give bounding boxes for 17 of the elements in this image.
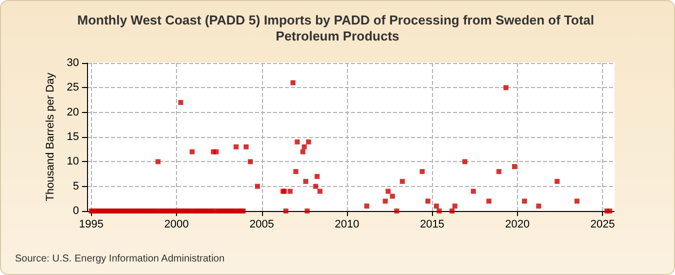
y-tick-label: 0 [72,205,79,217]
y-tick-label: 20 [66,106,79,118]
y-tick-label: 10 [66,156,79,168]
x-tick-label: 2010 [334,218,360,230]
y-tick-label: 15 [66,131,79,143]
chart-title: Monthly West Coast (PADD 5) Imports by PADD of Processing from Sweden of Total Petroleum Products [77,12,598,44]
source-note: Source: U.S. Energy Information Administration [15,254,225,264]
x-tick-label: 2025 [590,218,615,230]
y-axis-title: Thousand Barrels per Day [44,72,56,202]
x-tick-label: 1995 [79,218,104,230]
x-tick-label: 2015 [420,218,444,230]
x-tick-label: 2005 [250,218,274,230]
x-tick-label: 2020 [505,218,530,230]
y-tick-label: 25 [66,82,79,94]
x-tick-label: 2000 [164,218,189,230]
y-tick-label: 5 [72,180,79,192]
y-tick-label: 30 [66,57,79,69]
